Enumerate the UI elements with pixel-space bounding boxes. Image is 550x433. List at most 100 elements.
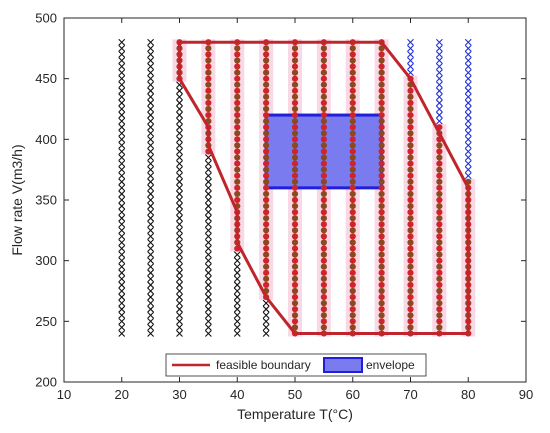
infeasible-point [147,305,155,313]
infeasible-cross-stroke [204,220,212,228]
feasible-point [263,51,270,58]
infeasible-point [118,317,126,325]
feasible-point [378,184,385,191]
infeasible-cross-stroke [464,154,472,161]
infeasible-cross-stroke [147,317,155,325]
feasible-point [320,166,327,173]
feasible-point [291,172,299,179]
feasible-point [263,263,270,270]
feasible-point [291,184,299,191]
feasible-point [378,190,385,198]
feasible-point [234,99,241,107]
infeasible-cross-stroke [147,142,155,149]
infeasible-cross-stroke [176,105,183,113]
infeasible-cross-stroke [118,44,126,52]
feasible-point [263,111,270,119]
infeasible-cross-stroke [147,123,155,131]
infeasible-point [204,154,212,161]
infeasible-point [176,311,183,319]
infeasible-cross-stroke [118,257,126,265]
infeasible-point [147,269,155,277]
feasible-point [263,63,270,70]
axes: 10 20 30 40 50 60 70 80 90 200 250 300 350 400 450 500 [35,11,533,403]
feasible-point [436,154,443,161]
infeasible-point [464,81,472,89]
infeasible-cross-stroke [262,311,270,319]
feasible-point [320,202,327,210]
infeasible-cross-stroke [407,38,414,46]
infeasible-point [147,330,155,337]
feasible-point [320,87,327,94]
infeasible-point [118,202,126,210]
infeasible-cross-stroke [118,299,126,307]
feasible-point [349,318,356,325]
infeasible-point [147,154,155,161]
infeasible-cross-stroke [204,208,212,216]
infeasible-cross-stroke [464,63,472,70]
infeasible-point [118,299,126,307]
feasible-point [436,293,443,301]
infeasible-point [118,69,126,76]
infeasible-cross-stroke [176,129,183,137]
infeasible-cross-stroke [147,269,155,277]
infeasible-point [118,330,126,337]
feasible-point [349,263,356,270]
feasible-point [263,142,270,149]
feasible-point [291,227,299,234]
infeasible-cross-stroke [118,293,126,301]
legend: feasible boundary envelope [165,353,427,377]
infeasible-cross-stroke [464,81,472,89]
feasible-point [320,221,327,228]
infeasible-point [204,257,212,265]
infeasible-point [464,51,472,58]
feasible-point [378,281,385,289]
infeasible-cross-stroke [435,111,443,119]
infeasible-cross-stroke [118,317,126,325]
feasible-point [291,87,299,94]
feasible-point [234,81,241,88]
infeasible-point [262,311,270,319]
infeasible-cross-stroke [118,178,126,186]
feasible-point [378,293,385,301]
infeasible-cross-stroke [464,142,472,149]
infeasible-point [118,99,126,107]
feasible-point [378,287,385,295]
x-axis-label: Temperature T(°C) [237,406,353,422]
feasible-point [349,124,356,131]
feasible-point [320,239,327,246]
feasible-point [378,124,385,131]
feasible-point [378,105,385,113]
feasible-point [349,184,356,191]
feasible-point [263,166,270,173]
infeasible-cross-stroke [233,257,241,265]
feasible-point [407,105,414,113]
feasible-point [349,257,356,264]
feasible-point [436,245,443,252]
feasible-point [378,251,385,258]
x-tick-label: 40 [230,387,244,402]
infeasible-cross-stroke [435,99,443,107]
infeasible-cross-stroke [118,87,126,95]
feasible-point [349,63,356,70]
infeasible-point [147,311,155,319]
infeasible-cross-stroke [118,148,126,155]
feasible-point [349,105,356,113]
infeasible-cross-stroke [204,226,212,234]
infeasible-point [118,75,126,83]
infeasible-point [407,38,414,46]
feasible-point [205,111,212,119]
feasible-point [234,63,241,70]
infeasible-point [118,63,126,70]
infeasible-point [435,81,443,89]
feasible-point [349,148,356,155]
feasible-point [436,166,443,173]
infeasible-point [204,324,212,331]
infeasible-cross-stroke [435,63,443,70]
infeasible-cross-stroke [464,166,472,174]
feasible-point [263,190,270,198]
infeasible-point [435,51,443,58]
feasible-point [291,287,299,295]
feasible-point [407,172,414,179]
x-tick-label: 90 [519,387,533,402]
infeasible-point [118,233,126,240]
